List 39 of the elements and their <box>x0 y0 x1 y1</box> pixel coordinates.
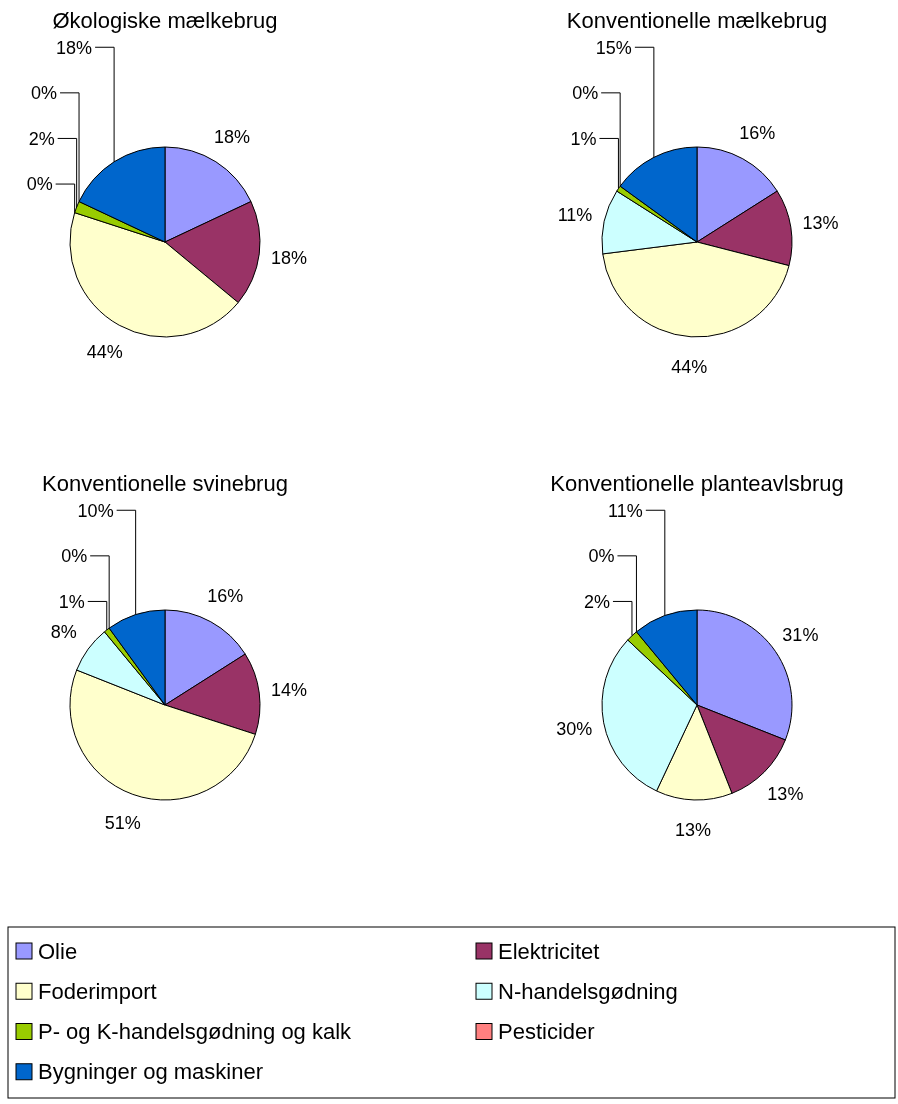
data-label: 51% <box>104 812 141 833</box>
data-label: 14% <box>271 679 308 700</box>
data-label: 15% <box>595 37 632 58</box>
data-label: 44% <box>671 357 708 378</box>
chart-title: Konventionelle svinebrug <box>42 471 288 496</box>
data-label: 2% <box>28 128 55 149</box>
data-label: 18% <box>213 126 250 147</box>
data-label: 11% <box>557 205 593 226</box>
text: 0% <box>31 83 58 104</box>
data-label: 13% <box>802 212 839 233</box>
data-label: 1% <box>58 591 85 612</box>
chart-title: Konventionelle planteavlsbrug <box>550 471 844 496</box>
data-label: 16% <box>207 585 244 606</box>
legend-label: Elektricitet <box>498 938 600 964</box>
chart-title: Økologiske mælkebrug <box>52 8 278 33</box>
legend-label: Bygninger og maskiner <box>38 1059 264 1085</box>
data-label: 31% <box>782 625 819 646</box>
text: 0% <box>26 174 53 195</box>
data-label: 8% <box>50 621 77 642</box>
data-label: 18% <box>56 37 93 58</box>
text: 0% <box>588 546 615 567</box>
legend-label: P- og K-handelsgødning og kalk <box>38 1019 353 1045</box>
text: 0% <box>61 546 88 567</box>
data-label: 16% <box>739 122 776 143</box>
text: 0% <box>572 83 599 104</box>
data-label: 18% <box>271 247 308 268</box>
legend-label: N-handelsgødning <box>498 978 678 1004</box>
data-label: 11% <box>608 500 643 521</box>
legend-label: Pesticider <box>498 1019 595 1045</box>
data-label: 44% <box>86 341 123 362</box>
data-label: 10% <box>77 500 114 521</box>
data-label: 30% <box>556 718 593 739</box>
data-label: 2% <box>583 591 610 612</box>
data-label: 13% <box>675 820 712 841</box>
data-label: 1% <box>570 128 597 149</box>
legend-label: Foderimport <box>38 978 157 1004</box>
data-label: 13% <box>767 783 804 804</box>
legend-label: Olie <box>38 938 78 964</box>
chart-title: Konventionelle mælkebrug <box>566 8 828 33</box>
